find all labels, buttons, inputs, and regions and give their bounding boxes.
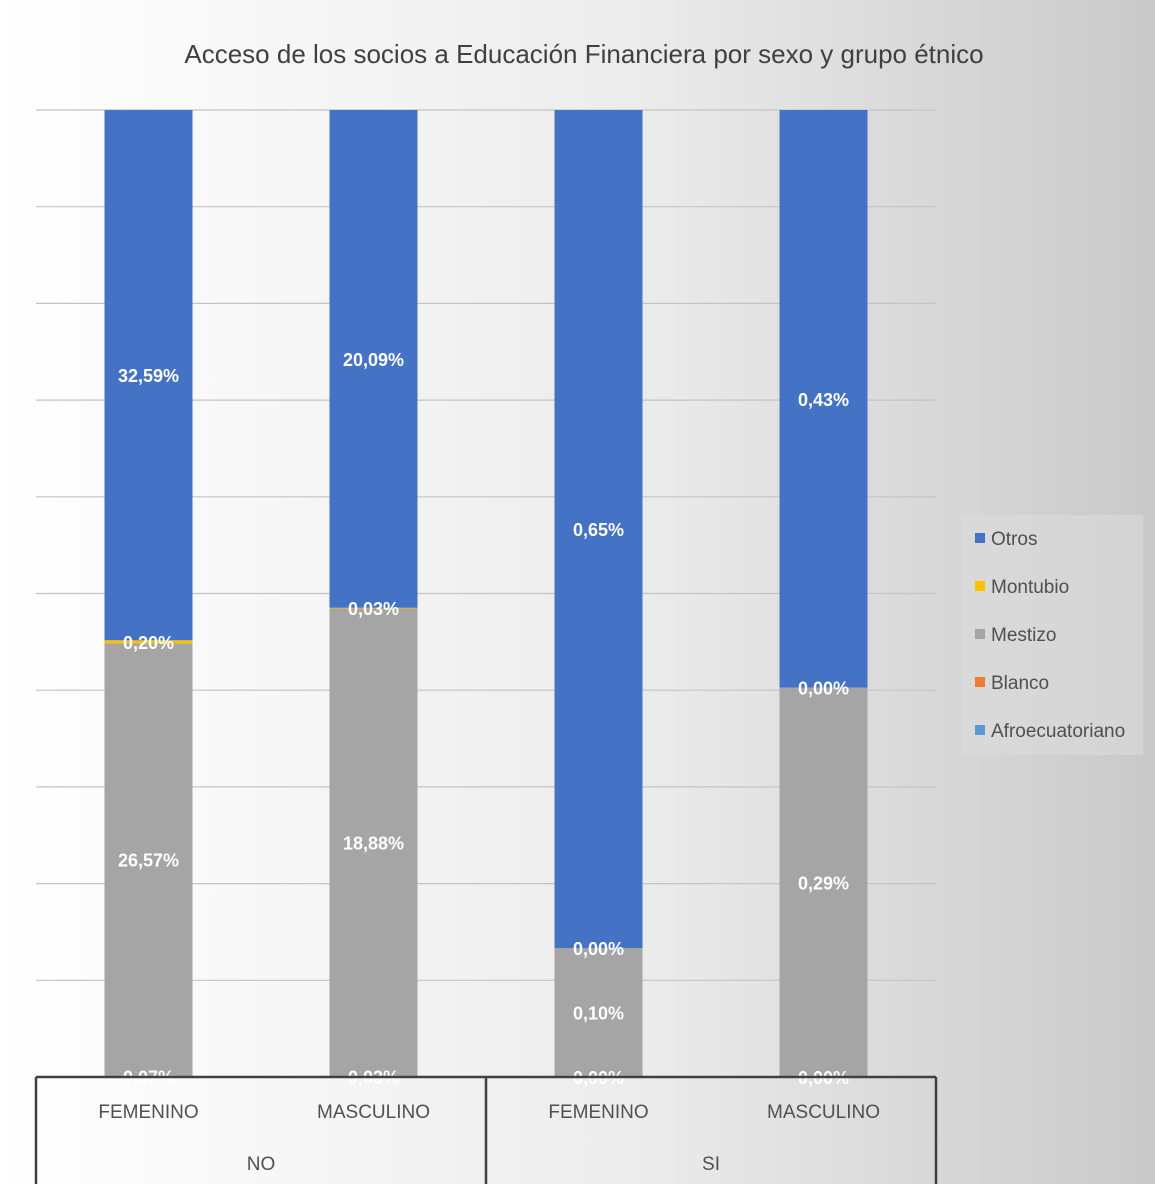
category-axis: FEMENINO MASCULINO FEMENINO MASCULINO NO SI: [34, 1075, 938, 1184]
data-label-otros: 0,43%: [798, 390, 849, 410]
x-tick-label: FEMENINO: [98, 1102, 198, 1123]
legend-label: Mestizo: [991, 625, 1056, 646]
x-group-label: NO: [247, 1154, 276, 1175]
bar-segment-mestizo: [554, 948, 643, 1077]
bar-segment-otros: [779, 110, 868, 688]
legend: Otros Montubio Mestizo Blanco Afroecuatorian…: [962, 515, 1143, 755]
legend-label: Otros: [991, 529, 1037, 550]
legend-swatch: [975, 677, 985, 687]
legend-swatch: [975, 533, 985, 543]
data-label-montubio: 0,20%: [123, 633, 174, 653]
bar-segment-otros: [554, 110, 643, 949]
legend-label: Afroecuatoriano: [991, 721, 1125, 742]
bar-segment-mestizo: [329, 608, 418, 1077]
data-label-otros: 32,59%: [118, 366, 179, 386]
legend-box: [962, 515, 1143, 755]
data-label-mestizo: 26,57%: [118, 851, 179, 871]
bar-segment-montubio: [329, 607, 418, 609]
legend-swatch: [975, 581, 985, 591]
chart-title: Acceso de los socios a Educación Financi…: [184, 39, 983, 69]
bar-segment-mestizo: [779, 687, 868, 1077]
data-label-otros: 0,65%: [573, 520, 624, 540]
legend-label: Montubio: [991, 577, 1069, 598]
data-label-montubio: 0,00%: [573, 939, 624, 959]
bar-segment-montubio: [104, 640, 193, 644]
data-label-mestizo: 0,29%: [798, 873, 849, 893]
legend-swatch: [975, 725, 985, 735]
x-tick-label: MASCULINO: [317, 1102, 430, 1123]
bar-segment-mestizo: [104, 643, 193, 1076]
x-tick-label: MASCULINO: [767, 1102, 880, 1123]
legend-swatch: [975, 629, 985, 639]
x-group-label: SI: [702, 1154, 720, 1175]
bar-segment-otros: [329, 110, 418, 608]
data-label-mestizo: 0,10%: [573, 1004, 624, 1024]
data-labels: 0,07%26,57%0,20%32,59%0,03%18,88%0,03%20…: [118, 350, 849, 1088]
bars: [104, 110, 868, 1077]
x-tick-label: FEMENINO: [548, 1102, 648, 1123]
legend-label: Blanco: [991, 673, 1049, 694]
data-label-montubio: 0,03%: [348, 599, 399, 619]
bar-segment-otros: [104, 110, 193, 641]
data-label-otros: 20,09%: [343, 350, 404, 370]
data-label-mestizo: 18,88%: [343, 833, 404, 853]
data-label-montubio: 0,00%: [798, 679, 849, 699]
